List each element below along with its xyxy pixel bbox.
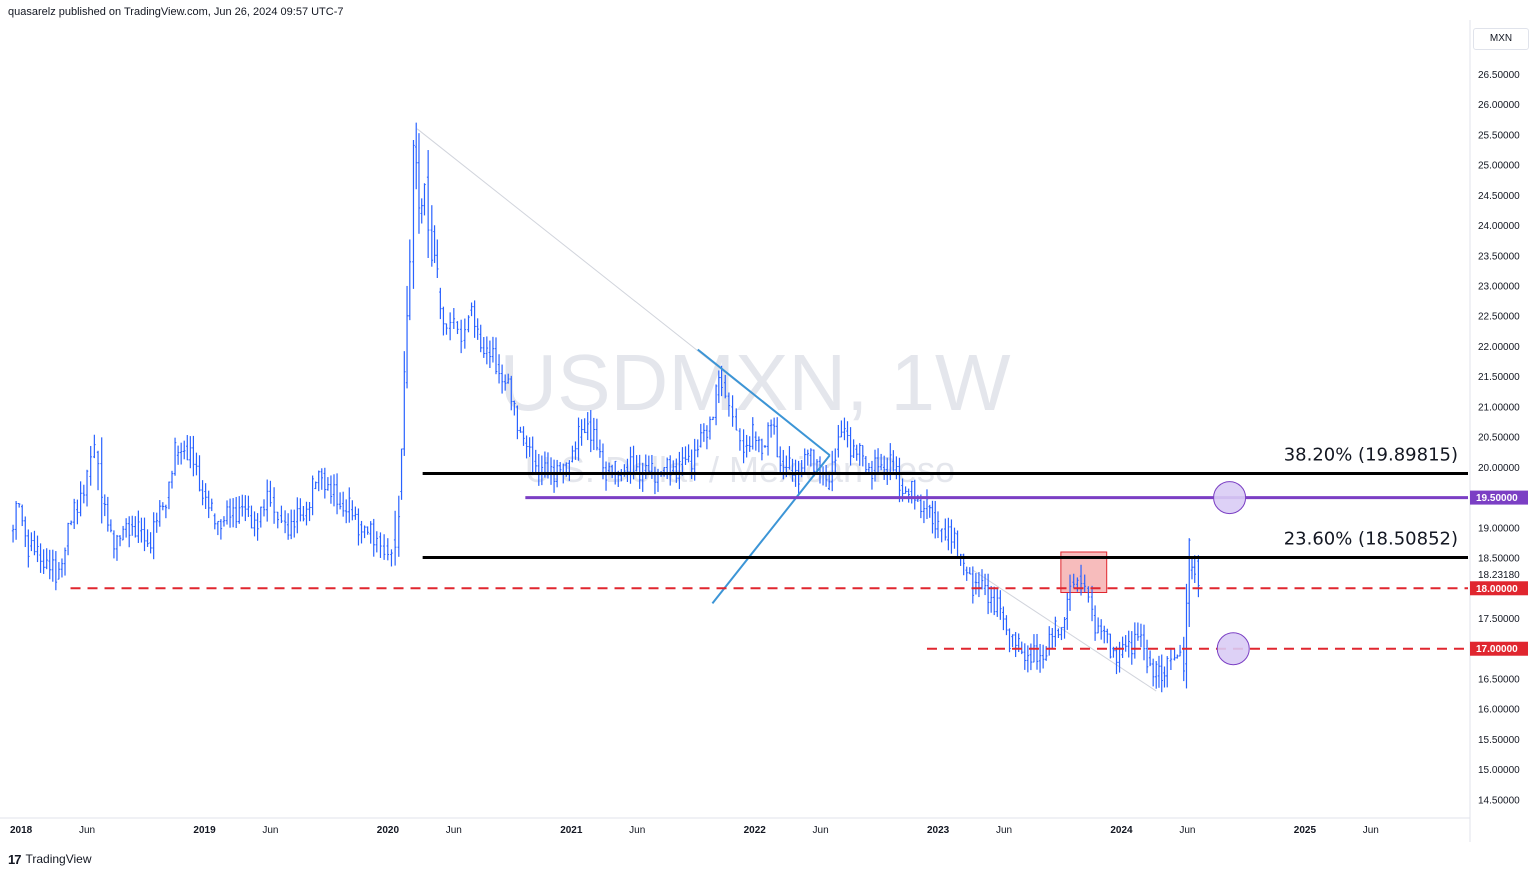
- triangle-line[interactable]: [711, 454, 831, 605]
- time-axis-tick-label: 2018: [10, 825, 33, 836]
- price-axis-tick-label: 24.00000: [1478, 221, 1520, 232]
- time-axis-tick-label: Jun: [262, 825, 278, 836]
- price-level-badge: [1470, 641, 1528, 656]
- price-level-badge: [1470, 581, 1528, 596]
- triangle-line[interactable]: [697, 348, 831, 457]
- time-axis-tick-label: 2022: [744, 825, 767, 836]
- price-axis-tick-label: 25.00000: [1478, 161, 1520, 172]
- time-axis-tick-label: Jun: [79, 825, 95, 836]
- price-axis-tick-label: 15.00000: [1478, 765, 1520, 776]
- currency-selector[interactable]: MXN: [1473, 28, 1529, 50]
- price-axis-tick-label: 25.50000: [1478, 130, 1520, 141]
- price-level-badge-label: 17.00000: [1476, 644, 1518, 655]
- tradingview-brand-label: TradingView: [25, 852, 92, 866]
- time-axis-tick-label: 2021: [560, 825, 583, 836]
- price-level-badge-label: 18.00000: [1476, 584, 1518, 595]
- price-axis-tick-label: 23.50000: [1478, 251, 1520, 262]
- price-axis-tick-label: 20.50000: [1478, 433, 1520, 444]
- price-axis-tick-label: 15.50000: [1478, 735, 1520, 746]
- price-axis-tick-label: 16.00000: [1478, 705, 1520, 716]
- price-axis-tick-label: 19.00000: [1478, 523, 1520, 534]
- price-axis-tick-label: 23.00000: [1478, 282, 1520, 293]
- target-circle-marker[interactable]: [1216, 632, 1250, 666]
- last-price-label: 18.23180: [1478, 570, 1520, 581]
- publisher-header: quasarelz published on TradingView.com, …: [8, 6, 344, 18]
- price-axis-tick-label: 14.50000: [1478, 795, 1520, 806]
- price-axis-tick-label: 16.50000: [1478, 674, 1520, 685]
- target-circle-marker[interactable]: [1213, 481, 1247, 515]
- time-axis-tick-label: 2023: [927, 825, 950, 836]
- price-axis-tick-label: 26.00000: [1478, 100, 1520, 111]
- watermark-symbol: USDMXN, 1W: [499, 338, 1011, 427]
- tradingview-footer: 17 TradingView: [8, 850, 92, 868]
- time-axis-tick-label: 2024: [1110, 825, 1133, 836]
- price-axis-tick-label: 21.00000: [1478, 402, 1520, 413]
- time-axis-tick-label: 2025: [1294, 825, 1317, 836]
- price-axis-tick-label: 24.50000: [1478, 191, 1520, 202]
- price-level-badge: [1470, 490, 1528, 505]
- time-axis-tick-label: Jun: [813, 825, 829, 836]
- time-axis-tick-label: Jun: [1179, 825, 1195, 836]
- fib-level-label: 38.20% (19.89815): [1284, 445, 1458, 466]
- price-axis-tick-label: 22.00000: [1478, 342, 1520, 353]
- watermark-description: U.S. Dollar / Mexican Peso: [525, 449, 955, 490]
- price-axis-tick-label: 21.50000: [1478, 372, 1520, 383]
- time-axis-tick-label: Jun: [629, 825, 645, 836]
- tradingview-logo-icon: 17: [8, 851, 22, 867]
- fib-level-label: 23.60% (18.50852): [1284, 529, 1458, 550]
- price-axis-tick-label: 20.00000: [1478, 463, 1520, 474]
- time-axis-tick-label: 2019: [193, 825, 216, 836]
- price-axis-tick-label: 26.50000: [1478, 70, 1520, 81]
- time-axis-tick-label: 2020: [377, 825, 400, 836]
- time-axis-tick-label: Jun: [996, 825, 1012, 836]
- price-axis-tick-label: 22.50000: [1478, 312, 1520, 323]
- price-axis-tick-label: 18.50000: [1478, 554, 1520, 565]
- price-axis-tick-label: 17.50000: [1478, 614, 1520, 625]
- time-axis-tick-label: Jun: [1363, 825, 1379, 836]
- time-axis-tick-label: Jun: [446, 825, 462, 836]
- price-level-badge-label: 19.50000: [1476, 493, 1518, 504]
